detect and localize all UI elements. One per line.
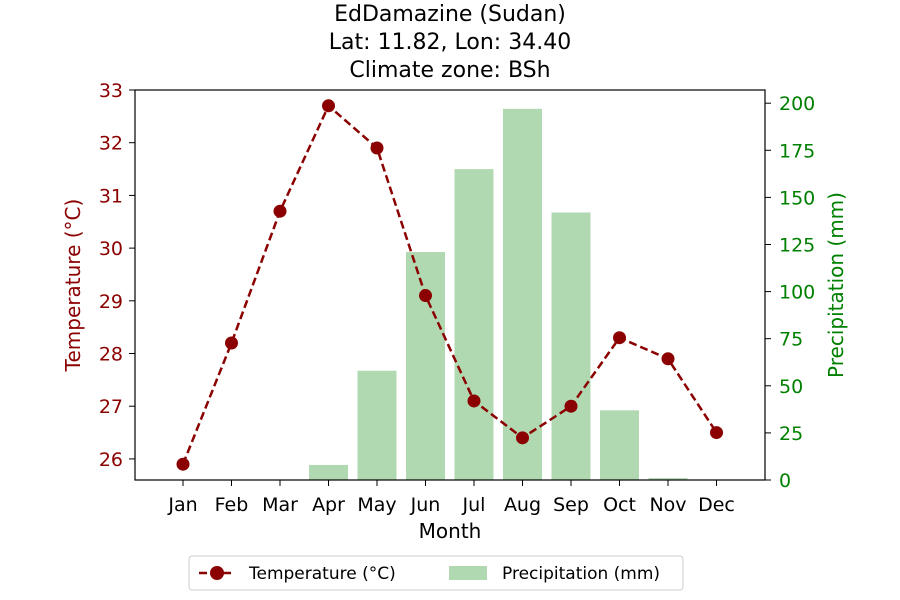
temperature-line-path	[181, 103, 718, 465]
left-axis-tick-label: 28	[99, 344, 123, 366]
left-axis: 26 27 28 29 30 31 32 33	[99, 80, 135, 471]
x-axis-label: Month	[419, 519, 482, 543]
right-axis-tick-label: 0	[779, 470, 791, 492]
right-axis-tick-label: 125	[779, 234, 815, 256]
left-axis-label: Temperature (°C)	[61, 199, 85, 373]
title-line-1: EdDamazine (Sudan)	[334, 2, 566, 27]
temperature-point-nov	[661, 352, 675, 366]
x-axis-tick-label: Oct	[603, 494, 636, 516]
left-axis-tick-label: 30	[99, 238, 123, 260]
precipitation-bars	[309, 108, 688, 480]
precipitation-bar-jul	[454, 169, 494, 480]
x-axis-tick-label: May	[357, 494, 396, 516]
x-axis-tick-label: Jan	[167, 494, 197, 516]
x-axis-tick-label: Dec	[698, 494, 735, 516]
precipitation-bar-jun	[406, 252, 445, 480]
temperature-line	[176, 99, 723, 471]
x-axis-tick-label: Aug	[504, 494, 541, 516]
legend: Temperature (°C) Precipitation (mm)	[188, 555, 684, 591]
temperature-point-apr	[322, 99, 335, 113]
precipitation-bar-nov	[648, 478, 688, 480]
x-axis-tick-label: Feb	[215, 494, 249, 516]
right-axis-tick-label: 175	[779, 140, 815, 162]
precipitation-bar-apr	[309, 464, 348, 480]
legend-frame	[188, 555, 684, 591]
precipitation-bar-may	[357, 370, 397, 480]
legend-temperature-label: Temperature (°C)	[248, 564, 396, 584]
x-axis-tick-label: Mar	[262, 494, 298, 516]
right-axis-tick-label: 200	[779, 93, 815, 115]
x-axis-tick-label: Sep	[553, 494, 589, 516]
right-axis-tick-label: 50	[779, 376, 803, 398]
legend-temperature-marker	[210, 566, 224, 580]
precipitation-bar-aug	[503, 108, 542, 480]
right-axis-tick-label: 75	[779, 329, 803, 351]
left-axis-tick-label: 31	[99, 185, 123, 207]
temperature-point-mar	[273, 204, 287, 218]
x-axis: Jan Feb Mar Apr May Jun Jul Aug Sep Oct Nov Dec	[167, 480, 735, 516]
temperature-point-may	[370, 141, 384, 155]
title-line-2: Lat: 11.82, Lon: 34.40	[329, 30, 571, 55]
left-axis-tick-label: 32	[99, 133, 123, 155]
legend-precipitation-label: Precipitation (mm)	[502, 564, 660, 584]
precipitation-bar-oct	[600, 410, 639, 480]
x-axis-tick-label: Jul	[462, 494, 486, 516]
right-axis: 0 25 50 75 100 125 150 175 200	[765, 93, 815, 492]
temperature-point-jul	[467, 394, 481, 408]
temperature-point-dec	[710, 426, 723, 440]
title-line-3: Climate zone: BSh	[349, 58, 550, 83]
left-axis-tick-label: 26	[99, 449, 123, 471]
temperature-point-aug	[516, 431, 529, 445]
left-axis-tick-label: 29	[99, 291, 123, 313]
right-axis-label: Precipitation (mm)	[824, 192, 848, 378]
plot-area-frame	[134, 89, 766, 481]
x-axis-tick-label: Nov	[649, 494, 686, 516]
left-axis-tick-label: 27	[99, 396, 123, 418]
temperature-point-jan	[176, 457, 190, 471]
precipitation-bar-sep	[551, 212, 591, 480]
legend-precipitation-swatch	[449, 566, 487, 580]
x-axis-tick-label: Apr	[312, 494, 345, 516]
right-axis-tick-label: 100	[779, 282, 815, 304]
right-axis-tick-label: 25	[779, 423, 803, 445]
temperature-point-oct	[613, 331, 626, 345]
temperature-point-feb	[225, 336, 238, 350]
left-axis-tick-label: 33	[99, 80, 123, 102]
chart-title: EdDamazine (Sudan) Lat: 11.82, Lon: 34.4…	[329, 2, 571, 83]
temperature-point-jun	[419, 289, 432, 303]
right-axis-tick-label: 150	[779, 187, 815, 209]
temperature-point-sep	[564, 399, 578, 413]
x-axis-tick-label: Jun	[410, 494, 441, 516]
